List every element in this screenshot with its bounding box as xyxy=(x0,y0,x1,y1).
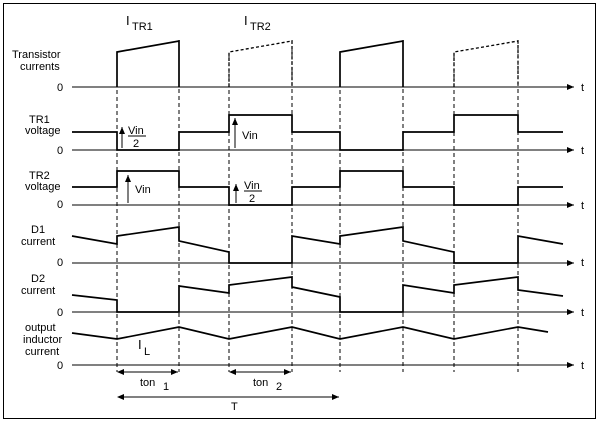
row-label: currents xyxy=(20,61,60,73)
d1-current-trace xyxy=(71,226,564,264)
ton2-label: ton xyxy=(253,377,268,389)
zero-label: 0 xyxy=(57,360,63,372)
row-label: TR2 xyxy=(29,170,50,182)
t-label: t xyxy=(581,200,584,212)
itr1-label: I xyxy=(126,13,130,28)
itr1-pulse xyxy=(339,39,404,87)
row-d1-current: D1 current 0 t xyxy=(21,224,584,269)
row-label: D2 xyxy=(31,273,45,285)
row-label: voltage xyxy=(25,181,60,193)
row-label: inductor xyxy=(23,334,62,346)
vin-label: Vin xyxy=(135,184,151,196)
zero-label: 0 xyxy=(57,199,63,211)
zero-label: 0 xyxy=(57,82,63,94)
timing-dimensions: ton 1 ton 2 T xyxy=(117,369,339,413)
il-subscript: L xyxy=(144,346,150,358)
row-label: output xyxy=(25,322,56,334)
row-tr2-voltage: TR2 voltage 0 t Vin Vin 2 xyxy=(25,170,584,212)
row-d2-current: D2 current 0 t xyxy=(21,273,584,319)
row-inductor-current: output inductor current 0 t I L xyxy=(23,322,584,372)
ton1-label: ton xyxy=(140,377,155,389)
itr2-pulse xyxy=(453,40,519,87)
vin-half-num: Vin xyxy=(244,180,260,192)
vin-half-den: 2 xyxy=(133,138,139,150)
row-transistor-currents: Transistor currents 0 t I TR1 I TR2 xyxy=(12,13,584,94)
itr2-pulse xyxy=(228,40,293,87)
t-label: t xyxy=(581,82,584,94)
il-label: I xyxy=(138,337,142,352)
vin-half-den: 2 xyxy=(249,193,255,205)
ton2-subscript: 2 xyxy=(276,381,282,393)
zero-label: 0 xyxy=(57,145,63,157)
zero-label: 0 xyxy=(57,307,63,319)
vin-label: Vin xyxy=(242,130,258,142)
d2-current-trace xyxy=(71,276,564,313)
row-label: Transistor xyxy=(12,49,61,61)
row-label: D1 xyxy=(31,224,45,236)
itr1-pulse xyxy=(116,39,180,87)
t-label: t xyxy=(581,360,584,372)
tr2-voltage-trace xyxy=(72,170,563,206)
itr2-label: I xyxy=(244,13,248,28)
row-tr1-voltage: TR1 voltage 0 t Vin 2 Vin xyxy=(25,114,584,157)
itr2-subscript: TR2 xyxy=(250,21,271,33)
period-label: T xyxy=(231,401,238,413)
row-label: current xyxy=(21,236,55,248)
t-label: t xyxy=(581,257,584,269)
t-label: t xyxy=(581,307,584,319)
row-label: TR1 xyxy=(29,114,50,126)
row-label: voltage xyxy=(25,125,60,137)
timing-guides xyxy=(116,40,519,372)
vin-half-num: Vin xyxy=(128,125,144,137)
t-label: t xyxy=(581,145,584,157)
diagram-frame xyxy=(3,3,596,419)
row-label: current xyxy=(21,285,55,297)
row-label: current xyxy=(25,346,59,358)
ton1-subscript: 1 xyxy=(163,381,169,393)
tr1-voltage-trace xyxy=(72,114,563,151)
itr1-subscript: TR1 xyxy=(132,21,153,33)
zero-label: 0 xyxy=(57,257,63,269)
inductor-current-trace xyxy=(71,326,549,340)
